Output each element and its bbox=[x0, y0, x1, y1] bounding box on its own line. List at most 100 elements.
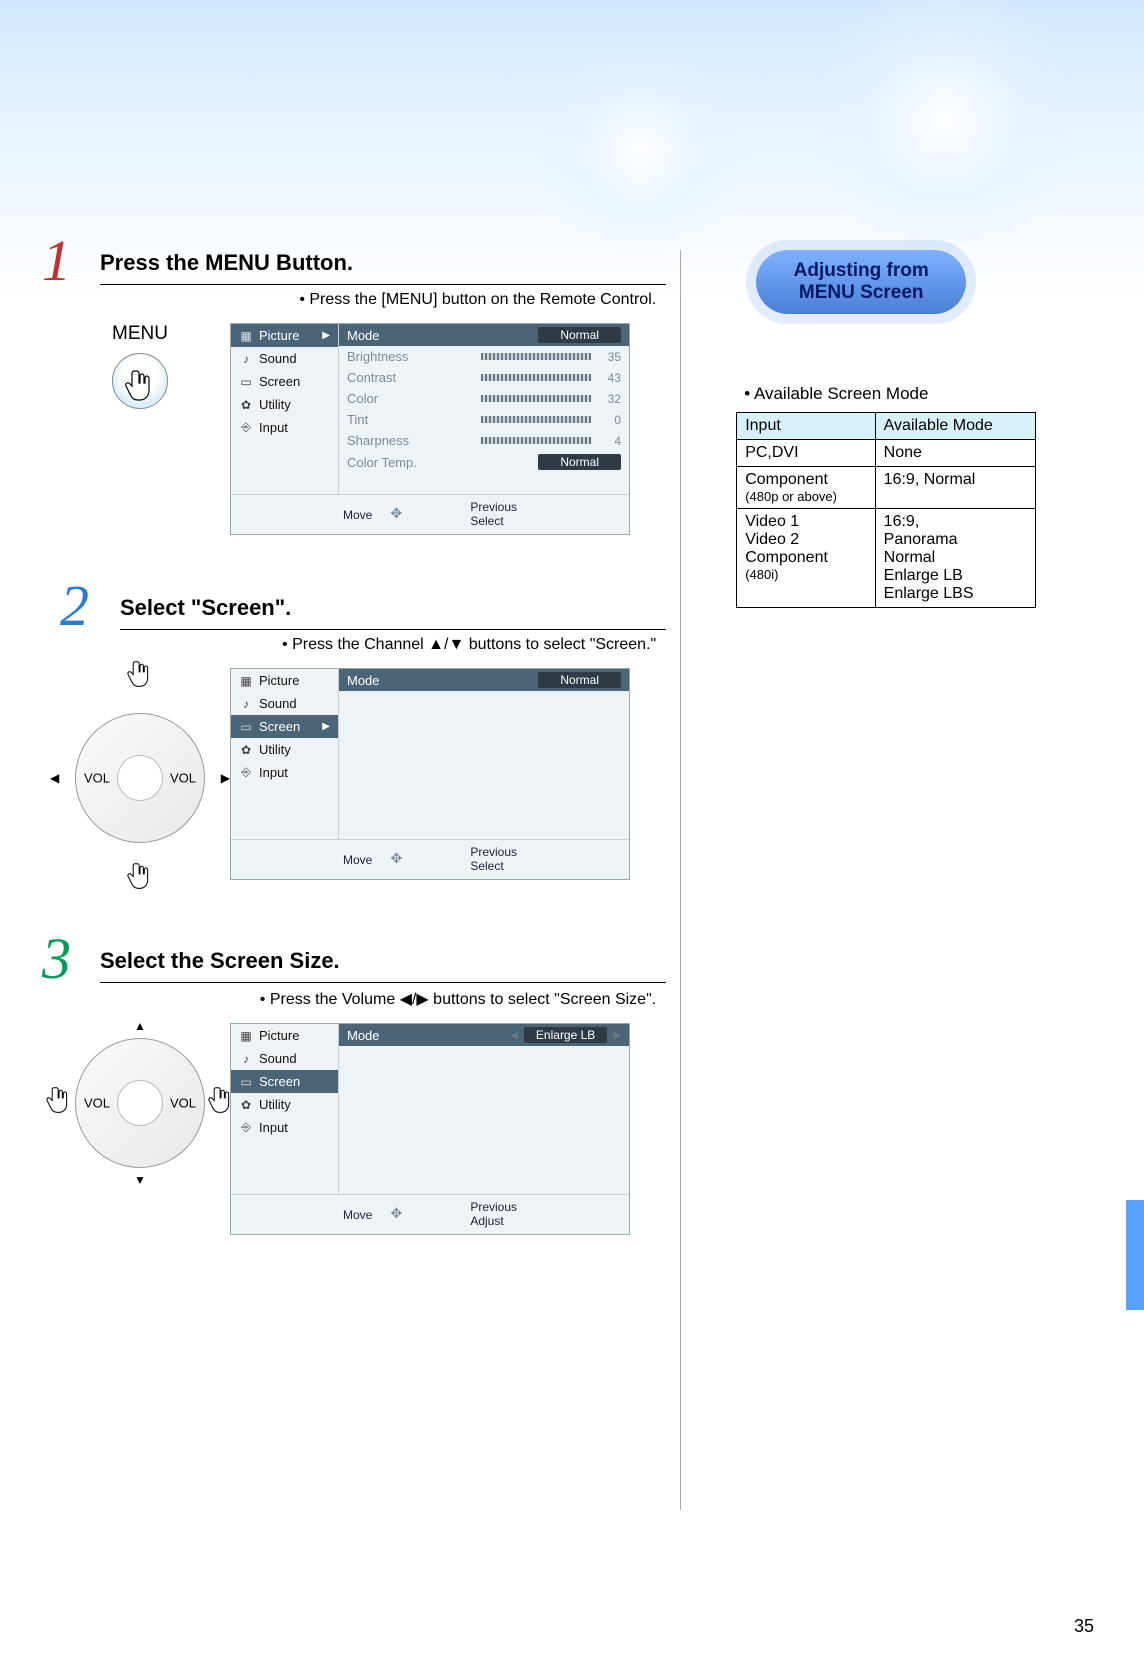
vol-right-label: VOL bbox=[170, 771, 196, 786]
menu-item-label: Sound bbox=[259, 696, 297, 711]
param-label: Color Temp. bbox=[347, 455, 538, 470]
remote-label: MENU bbox=[50, 323, 230, 345]
menu-item-label: Utility bbox=[259, 742, 291, 757]
menu-item-picture[interactable]: ▦Picture bbox=[231, 1024, 338, 1047]
osd-params: Mode Normal bbox=[339, 669, 629, 839]
step-subtitle: • Press the [MENU] button on the Remote … bbox=[50, 291, 656, 309]
menu-item-label: Input bbox=[259, 765, 288, 780]
vol-right-label: VOL bbox=[170, 1096, 196, 1111]
param-label: Color bbox=[347, 391, 481, 406]
dpad-button[interactable]: VOL VOL bbox=[75, 1038, 205, 1168]
menu-item-sound[interactable]: ♪Sound bbox=[231, 1047, 338, 1070]
hand-icon bbox=[46, 1086, 72, 1120]
triangle-right-icon: ▶ bbox=[221, 771, 230, 785]
menu-item-label: Screen bbox=[259, 1074, 300, 1089]
param-row[interactable]: Color32 bbox=[339, 388, 629, 409]
side-column: Adjusting from MENU Screen • Available S… bbox=[736, 250, 1094, 1295]
param-value-pill: Enlarge LB bbox=[524, 1027, 607, 1043]
param-label: Tint bbox=[347, 412, 481, 427]
footer-previous-label: Previous bbox=[470, 846, 517, 859]
remote-menu-button: MENU bbox=[50, 323, 230, 413]
menu-item-utility[interactable]: ✿Utility bbox=[231, 738, 338, 761]
param-label: Contrast bbox=[347, 370, 481, 385]
table-header: Input bbox=[737, 413, 875, 440]
remote-dpad-horizontal: ▲ ▼ VOL VOL bbox=[50, 1023, 230, 1183]
step-1: 1 Press the MENU Button. • Press the [ME… bbox=[50, 250, 666, 535]
triangle-right-icon[interactable]: ▶ bbox=[613, 1030, 621, 1041]
menu-item-screen[interactable]: ▭Screen▶ bbox=[231, 715, 338, 738]
param-bar bbox=[481, 395, 591, 402]
input-icon: ⎆ bbox=[239, 765, 253, 780]
param-row[interactable]: Brightness35 bbox=[339, 346, 629, 367]
menu-item-input[interactable]: ⎆ Input bbox=[231, 761, 338, 784]
param-row[interactable]: Contrast43 bbox=[339, 367, 629, 388]
table-row: Video 1Video 2Component(480i)16:9,Panora… bbox=[737, 509, 1036, 608]
param-row[interactable]: Color Temp.Normal bbox=[339, 451, 629, 473]
menu-item-sound[interactable]: ♪Sound bbox=[231, 692, 338, 715]
triangle-up-icon: ▲ bbox=[134, 1019, 146, 1033]
screen-icon: ▭ bbox=[239, 375, 253, 389]
step-rule bbox=[100, 982, 666, 983]
chevron-right-icon: ▶ bbox=[322, 330, 330, 341]
osd-menu-list: ▦Picture ♪Sound ▭ Screen ✿Utility ⎆Input bbox=[231, 1024, 339, 1194]
sound-icon: ♪ bbox=[239, 1052, 253, 1066]
menu-item-input[interactable]: ⎆Input bbox=[231, 416, 338, 439]
step-title: Press the MENU Button. bbox=[100, 250, 666, 276]
table-cell-mode: 16:9,PanoramaNormalEnlarge LBEnlarge LBS bbox=[875, 509, 1036, 608]
column-divider bbox=[680, 250, 681, 1510]
menu-item-input[interactable]: ⎆Input bbox=[231, 1116, 338, 1139]
step-rule bbox=[120, 629, 666, 630]
menu-item-label: Utility bbox=[259, 1097, 291, 1112]
param-label: Sharpness bbox=[347, 433, 481, 448]
input-icon: ⎆ bbox=[239, 1120, 253, 1135]
step-2: 2 Select "Screen". • Press the Channel ▲… bbox=[50, 595, 666, 888]
table-cell-input: PC,DVI bbox=[737, 440, 875, 467]
footer-select-label: Select bbox=[470, 515, 517, 528]
triangle-left-icon[interactable]: ◀ bbox=[510, 1030, 518, 1041]
footer-previous-label: Previous bbox=[470, 1201, 517, 1214]
step-number: 1 bbox=[42, 232, 71, 290]
vol-left-label: VOL bbox=[84, 1096, 110, 1111]
menu-item-label: Screen bbox=[259, 374, 300, 389]
menu-item-label: Picture bbox=[259, 673, 299, 688]
menu-item-screen[interactable]: ▭ Screen bbox=[231, 370, 338, 393]
picture-icon: ▦ bbox=[239, 1029, 253, 1043]
param-value-pill: Normal bbox=[538, 454, 621, 470]
osd-footer: Move✥ PreviousAdjust bbox=[231, 1194, 629, 1234]
table-row: PC,DVINone bbox=[737, 440, 1036, 467]
param-value: 4 bbox=[597, 434, 621, 448]
osd-menu-list: ▦ Picture ▶ ♪Sound ▭ Screen ✿Utility ⎆Input bbox=[231, 324, 339, 494]
screen-icon: ▭ bbox=[239, 1075, 253, 1089]
menu-item-screen[interactable]: ▭ Screen bbox=[231, 1070, 338, 1093]
dpad-icon: ✥ bbox=[382, 850, 410, 870]
page-number: 35 bbox=[1074, 1616, 1094, 1637]
param-value-pill: Normal bbox=[538, 327, 621, 343]
param-label: Mode bbox=[347, 328, 538, 343]
menu-item-label: Utility bbox=[259, 397, 291, 412]
picture-icon: ▦ bbox=[239, 329, 253, 343]
dpad-button[interactable]: VOL VOL bbox=[75, 713, 205, 843]
menu-item-utility[interactable]: ✿Utility bbox=[231, 1093, 338, 1116]
menu-item-picture[interactable]: ▦ Picture ▶ bbox=[231, 324, 338, 347]
osd-panel-3: ▦Picture ♪Sound ▭Screen ✿Utility ⎆Input … bbox=[230, 1023, 630, 1235]
osd-panel-2: ▦Picture ♪Sound ▭Screen▶ ✿Utility ⎆ Input… bbox=[230, 668, 630, 880]
param-bar bbox=[481, 416, 591, 423]
menu-item-utility[interactable]: ✿Utility bbox=[231, 393, 338, 416]
menu-item-label: Picture bbox=[259, 328, 299, 343]
param-row-mode[interactable]: Mode ◀ Enlarge LB ▶ bbox=[339, 1024, 629, 1046]
param-value-pill: Normal bbox=[538, 672, 621, 688]
footer-select-label: Select bbox=[470, 860, 517, 873]
step-subtitle: • Press the Channel ▲/▼ buttons to selec… bbox=[50, 636, 656, 654]
footer-adjust-label: Adjust bbox=[470, 1215, 517, 1228]
param-row[interactable]: ModeNormal bbox=[339, 324, 629, 346]
param-label: Brightness bbox=[347, 349, 481, 364]
param-row-mode[interactable]: Mode Normal bbox=[339, 669, 629, 691]
param-row[interactable]: Sharpness 4 bbox=[339, 430, 629, 451]
step-number: 2 bbox=[60, 577, 89, 635]
param-row[interactable]: Tint0 bbox=[339, 409, 629, 430]
menu-item-sound[interactable]: ♪Sound bbox=[231, 347, 338, 370]
sound-icon: ♪ bbox=[239, 352, 253, 366]
menu-item-picture[interactable]: ▦Picture bbox=[231, 669, 338, 692]
footer-move-label: Move bbox=[343, 1208, 372, 1222]
badge-line-2: MENU Screen bbox=[794, 282, 929, 304]
